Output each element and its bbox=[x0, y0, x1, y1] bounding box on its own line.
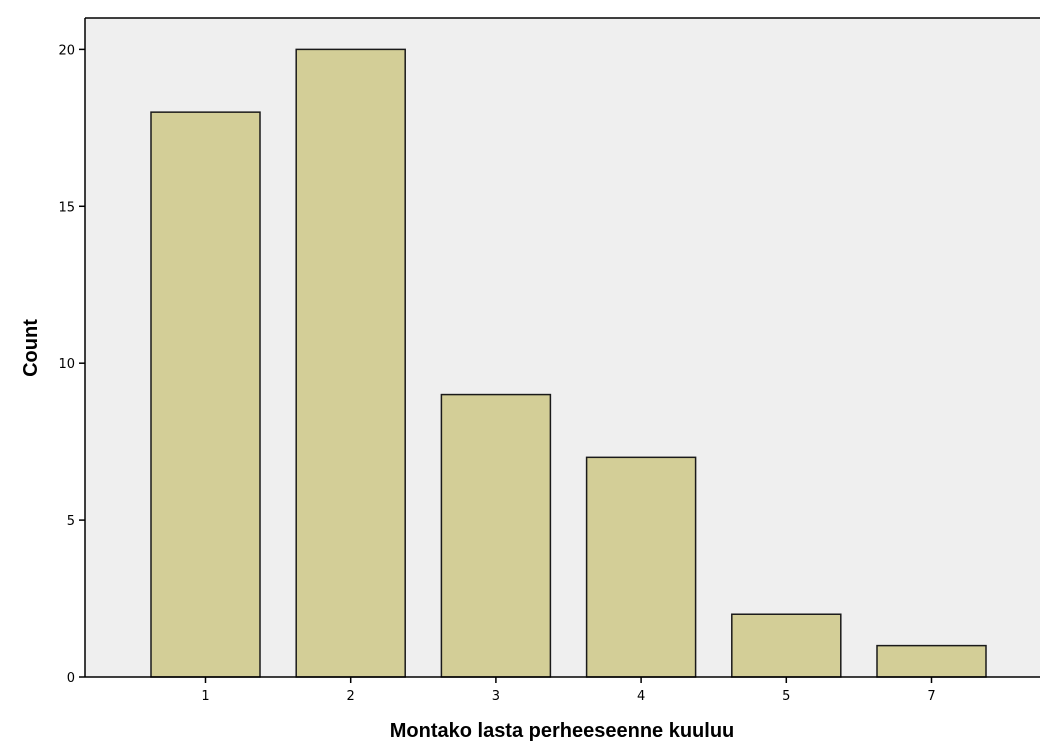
x-tick-label: 7 bbox=[927, 689, 935, 704]
bar-2 bbox=[296, 49, 405, 677]
y-ticks-group: 0 5 10 15 20 bbox=[58, 43, 85, 686]
bar-7 bbox=[877, 646, 986, 677]
y-tick-label: 5 bbox=[67, 514, 75, 529]
x-tick-label: 5 bbox=[782, 689, 790, 704]
x-tick-label: 4 bbox=[637, 689, 645, 704]
y-axis-title: Count bbox=[20, 319, 42, 377]
y-tick-label: 10 bbox=[58, 357, 75, 372]
x-tick-label: 3 bbox=[492, 689, 500, 704]
x-tick-label: 1 bbox=[201, 689, 209, 704]
x-axis-title: Montako lasta perheeseenne kuuluu bbox=[390, 720, 735, 742]
bar-3 bbox=[441, 395, 550, 677]
x-tick-label: 2 bbox=[347, 689, 355, 704]
y-tick-label: 20 bbox=[58, 43, 75, 58]
y-tick-label: 15 bbox=[58, 200, 75, 215]
bar-1 bbox=[151, 112, 260, 677]
bar-4 bbox=[587, 457, 696, 677]
bar-5 bbox=[732, 614, 841, 677]
x-ticks-group: 1 2 3 4 5 7 bbox=[201, 677, 935, 704]
y-tick-label: 0 bbox=[67, 671, 75, 686]
